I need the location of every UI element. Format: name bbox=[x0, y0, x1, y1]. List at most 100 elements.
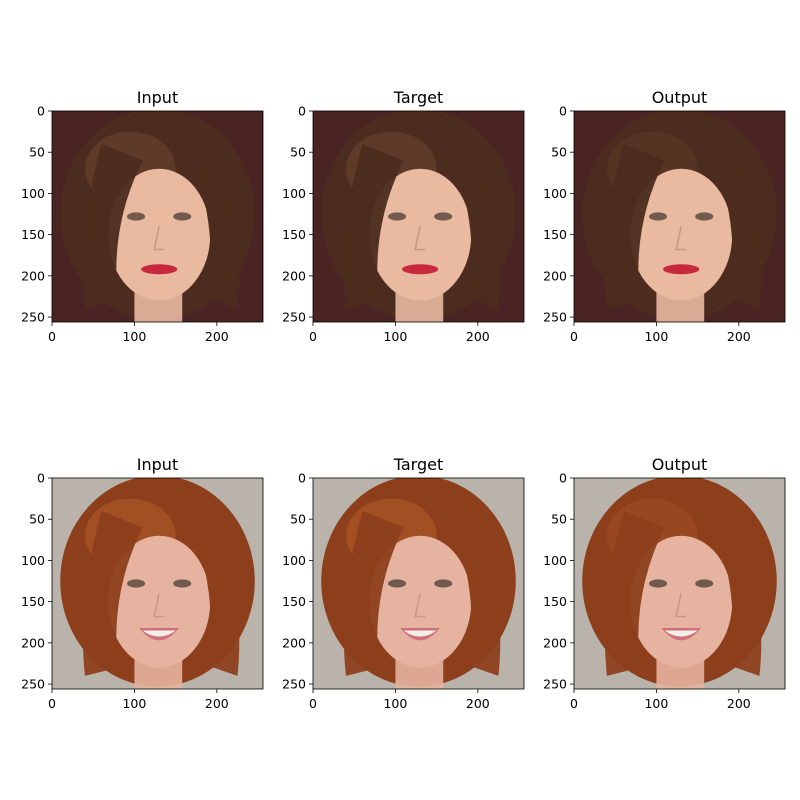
x-tick-label: 200 bbox=[205, 329, 229, 344]
y-tick-label: 100 bbox=[282, 553, 306, 568]
hair-left-side bbox=[82, 143, 143, 309]
y-tick-label: 200 bbox=[282, 268, 306, 283]
hair-right-side bbox=[718, 519, 762, 676]
y-tick-label: 50 bbox=[29, 512, 45, 527]
face-image bbox=[52, 478, 263, 689]
x-tick-label: 0 bbox=[570, 329, 578, 344]
y-tick-label: 100 bbox=[282, 186, 306, 201]
axes-frame bbox=[51, 110, 264, 323]
nose-line bbox=[675, 226, 687, 251]
nose-line bbox=[414, 226, 426, 251]
left-eye bbox=[127, 212, 146, 221]
y-tick-label: 0 bbox=[298, 471, 306, 486]
x-tick-label: 0 bbox=[48, 696, 56, 711]
right-eye bbox=[434, 212, 453, 221]
hair-right-side bbox=[718, 152, 762, 309]
left-eye bbox=[388, 579, 407, 588]
x-tick-label: 0 bbox=[309, 696, 317, 711]
face-image bbox=[313, 478, 524, 689]
teeth bbox=[142, 630, 176, 637]
face-image bbox=[313, 111, 524, 322]
face-image bbox=[574, 111, 785, 322]
y-tick-label: 100 bbox=[21, 186, 45, 201]
nose-line bbox=[153, 593, 165, 618]
right-eye bbox=[173, 212, 192, 221]
hair-right-side bbox=[196, 519, 240, 676]
left-eye bbox=[127, 579, 146, 588]
x-tick-label: 200 bbox=[727, 696, 751, 711]
x-tick-label: 100 bbox=[122, 329, 146, 344]
y-tick-label: 150 bbox=[543, 594, 567, 609]
subplot-title: Target bbox=[393, 88, 444, 107]
x-tick-label: 100 bbox=[644, 329, 668, 344]
y-tick-label: 0 bbox=[559, 471, 567, 486]
x-tick-label: 0 bbox=[48, 329, 56, 344]
x-tick-label: 200 bbox=[205, 696, 229, 711]
y-tick-label: 0 bbox=[298, 104, 306, 119]
face-shape bbox=[369, 168, 472, 301]
left-eye bbox=[388, 212, 407, 221]
subplot-title: Input bbox=[137, 455, 178, 474]
face-shape bbox=[108, 535, 211, 668]
y-tick-label: 150 bbox=[282, 227, 306, 242]
right-eye bbox=[173, 579, 192, 588]
hair-right-side bbox=[457, 519, 501, 676]
x-tick-label: 100 bbox=[383, 329, 407, 344]
face-shape bbox=[108, 168, 211, 301]
hair-left-side bbox=[343, 510, 404, 676]
hair-left-side bbox=[604, 143, 665, 309]
axes-frame bbox=[51, 477, 264, 690]
y-tick-label: 200 bbox=[543, 635, 567, 650]
y-tick-label: 0 bbox=[37, 104, 45, 119]
subplot-title: Target bbox=[393, 455, 444, 474]
face-image bbox=[574, 478, 785, 689]
subplot-title: Output bbox=[652, 88, 708, 107]
y-tick-label: 50 bbox=[290, 145, 306, 160]
hair-right-side bbox=[457, 152, 501, 309]
y-tick-label: 200 bbox=[21, 268, 45, 283]
y-tick-label: 150 bbox=[21, 594, 45, 609]
axes-frame bbox=[573, 110, 786, 323]
x-tick-label: 200 bbox=[727, 329, 751, 344]
subplot-title: Output bbox=[652, 455, 708, 474]
face-shape bbox=[630, 168, 733, 301]
y-tick-label: 250 bbox=[282, 677, 306, 692]
y-tick-label: 250 bbox=[543, 677, 567, 692]
y-tick-label: 200 bbox=[21, 635, 45, 650]
y-tick-label: 100 bbox=[21, 553, 45, 568]
y-tick-label: 150 bbox=[282, 594, 306, 609]
y-tick-label: 200 bbox=[543, 268, 567, 283]
face-image bbox=[52, 111, 263, 322]
axes-frame bbox=[573, 477, 786, 690]
face-shape bbox=[630, 535, 733, 668]
lips bbox=[663, 264, 700, 275]
nose-line bbox=[153, 226, 165, 251]
x-tick-label: 100 bbox=[122, 696, 146, 711]
lips bbox=[402, 264, 439, 275]
teeth bbox=[403, 630, 437, 637]
y-tick-label: 250 bbox=[543, 310, 567, 325]
teeth bbox=[664, 630, 698, 637]
hair-left-side bbox=[343, 143, 404, 309]
right-eye bbox=[695, 212, 714, 221]
nose-line bbox=[414, 593, 426, 618]
y-tick-label: 150 bbox=[21, 227, 45, 242]
right-eye bbox=[695, 579, 714, 588]
nose-line bbox=[675, 593, 687, 618]
x-tick-label: 0 bbox=[570, 696, 578, 711]
y-tick-label: 100 bbox=[543, 553, 567, 568]
x-tick-label: 200 bbox=[466, 329, 490, 344]
hair-right-side bbox=[196, 152, 240, 309]
right-eye bbox=[434, 579, 453, 588]
y-tick-label: 250 bbox=[21, 677, 45, 692]
x-tick-label: 100 bbox=[383, 696, 407, 711]
y-tick-label: 50 bbox=[290, 512, 306, 527]
y-tick-label: 250 bbox=[21, 310, 45, 325]
y-tick-label: 50 bbox=[551, 145, 567, 160]
